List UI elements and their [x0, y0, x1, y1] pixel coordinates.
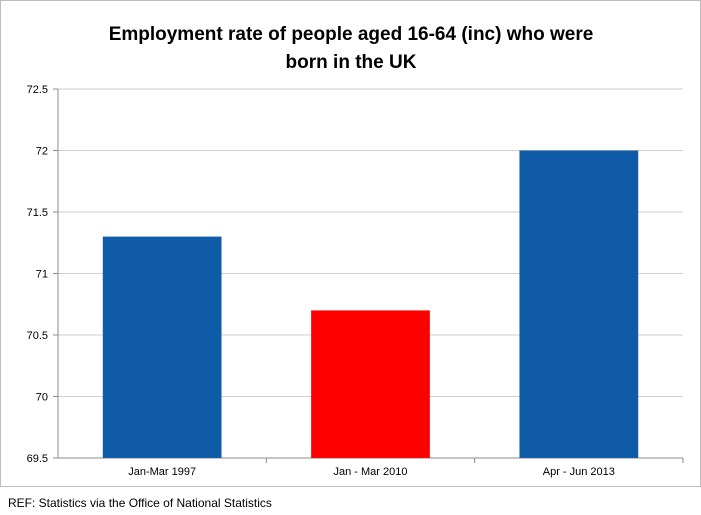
source-note: REF: Statistics via the Office of Nation…	[8, 496, 272, 510]
y-tick-label: 71	[36, 269, 48, 281]
x-tick-label: Jan - Mar 2010	[334, 466, 408, 478]
bar	[311, 310, 430, 458]
chart-frame: Employment rate of people aged 16-64 (in…	[0, 0, 701, 487]
plot-area: 69.5 70 70.5 71 71.5 72 72.5 Jan-Mar 1997 Jan - …	[27, 84, 684, 478]
bar	[519, 150, 639, 458]
y-tick-label: 69.5	[27, 453, 48, 465]
y-tick-label: 70	[36, 392, 48, 404]
bar	[102, 236, 222, 458]
chart-title: Employment rate of people aged 16-64 (in…	[41, 21, 661, 77]
y-tick-label: 72	[36, 146, 48, 158]
y-tick-label: 70.5	[27, 330, 48, 342]
y-tick-label: 71.5	[27, 207, 48, 219]
chart-title-line-2: born in the UK	[285, 52, 417, 73]
y-tick-label: 72.5	[27, 84, 48, 96]
x-tick-label: Jan-Mar 1997	[128, 466, 196, 478]
x-tick-label: Apr - Jun 2013	[543, 466, 615, 478]
chart-title-line-1: Employment rate of people aged 16-64 (in…	[108, 24, 594, 45]
